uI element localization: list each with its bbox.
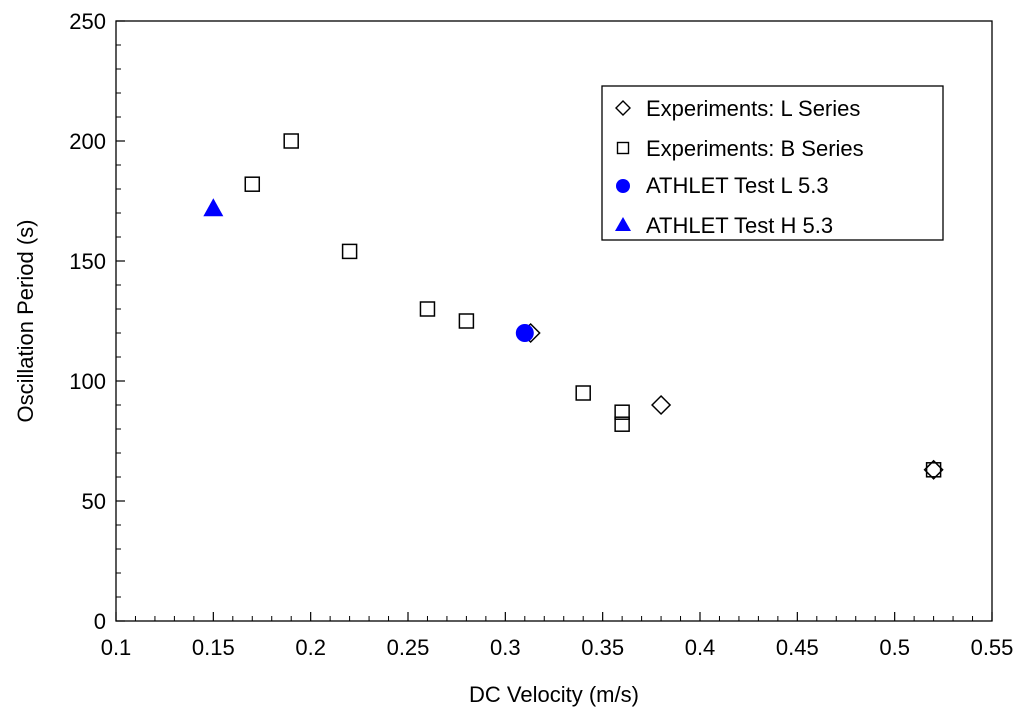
legend: Experiments: L Series Experiments: B Ser…: [601, 85, 944, 241]
b-series-point: [575, 385, 591, 401]
x-tick-label: 0.1: [101, 635, 132, 660]
x-axis-title: DC Velocity (m/s): [469, 682, 639, 707]
x-tick-label: 0.45: [776, 635, 819, 660]
x-tick-label: 0.2: [295, 635, 326, 660]
legend-marker-athlet-h: [615, 217, 631, 231]
legend-markers: [615, 100, 631, 231]
y-tick-label: 100: [69, 369, 106, 394]
b-series-point: [283, 133, 299, 149]
legend-label-l-series: Experiments: L Series: [646, 96, 860, 121]
y-tick-label: 250: [69, 9, 106, 34]
x-tick-label: 0.4: [685, 635, 716, 660]
b-series-point: [244, 176, 261, 192]
plot-frame: [115, 20, 993, 622]
legend-label-athlet-l: ATHLET Test L 5.3: [646, 173, 829, 198]
legend-marker-athlet-l: [616, 179, 630, 193]
y-tick-label: 0: [94, 609, 106, 634]
x-tick-label: 0.35: [581, 635, 624, 660]
legend-marker-b-series: [616, 141, 630, 155]
b-series-point: [614, 404, 630, 420]
x-tick-label: 0.3: [490, 635, 521, 660]
l-series-point: [923, 459, 944, 480]
x-tick-label: 0.5: [879, 635, 910, 660]
l-series-point: [651, 394, 672, 416]
legend-box: [601, 85, 944, 241]
b-series-point: [925, 462, 942, 478]
y-tick-label: 150: [69, 249, 106, 274]
x-tick-label: 0.25: [387, 635, 430, 660]
y-axis-title: Oscillation Period (s): [13, 220, 38, 423]
athlet-l-point: [515, 324, 534, 342]
b-series-point: [614, 416, 630, 432]
x-tick-label: 0.55: [971, 635, 1014, 660]
athlet-h-point: [203, 198, 224, 217]
b-series-point: [419, 301, 436, 317]
b-series-point: [341, 243, 358, 260]
y-tick-label: 50: [82, 489, 106, 514]
x-tick-label: 0.15: [192, 635, 235, 660]
legend-label-b-series: Experiments: B Series: [646, 136, 864, 161]
data-points: [203, 133, 944, 480]
axis-ticks: 0.1 0.15 0.2 0.25 0.3 0.35 0.4 0.45 0.5 0.55 0 50 10…: [69, 9, 1013, 660]
b-series-point: [458, 313, 475, 329]
legend-label-athlet-h: ATHLET Test H 5.3: [646, 213, 833, 238]
legend-marker-l-series: [615, 100, 631, 116]
y-tick-label: 200: [69, 129, 106, 154]
